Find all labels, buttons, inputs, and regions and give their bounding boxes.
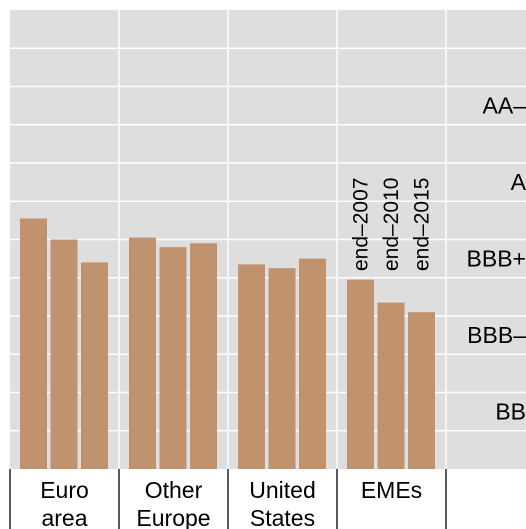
series-label: end–2015 <box>411 178 434 271</box>
right-tick-label: AA– <box>483 93 526 119</box>
bar-1-1 <box>20 218 47 469</box>
series-label: end–2007 <box>350 178 373 271</box>
bar-2-1 <box>129 237 156 469</box>
right-tick-label: A <box>511 169 526 195</box>
category-label: Euro <box>40 477 89 503</box>
bar-4-3 <box>408 312 435 469</box>
series-label: end–2010 <box>380 178 403 271</box>
bar-1-3 <box>81 262 108 469</box>
bar-3-1 <box>238 264 265 469</box>
category-label: Europe <box>136 505 210 529</box>
category-label: EMEs <box>361 477 422 503</box>
category-label: Other <box>145 477 203 503</box>
bar-3-3 <box>299 258 326 469</box>
right-axis-tick-labels: AA– A BBB+ BBB– BB <box>467 93 526 425</box>
bar-4-1 <box>347 279 374 469</box>
bar-4-2 <box>377 302 405 469</box>
bar-2-2 <box>159 247 187 469</box>
bars <box>20 218 435 469</box>
bar-1-2 <box>50 239 78 469</box>
series-annotations: end–2007 end–2010 end–2015 <box>350 178 434 271</box>
right-tick-label: BBB+ <box>467 246 526 272</box>
category-label: area <box>41 505 87 529</box>
category-label: United <box>249 477 315 503</box>
vertical-gridlines <box>118 10 447 469</box>
bar-2-3 <box>190 243 217 469</box>
right-tick-label: BB <box>495 399 526 425</box>
category-label: States <box>250 505 315 529</box>
bar-3-2 <box>268 268 296 469</box>
right-tick-label: BBB– <box>467 322 526 348</box>
